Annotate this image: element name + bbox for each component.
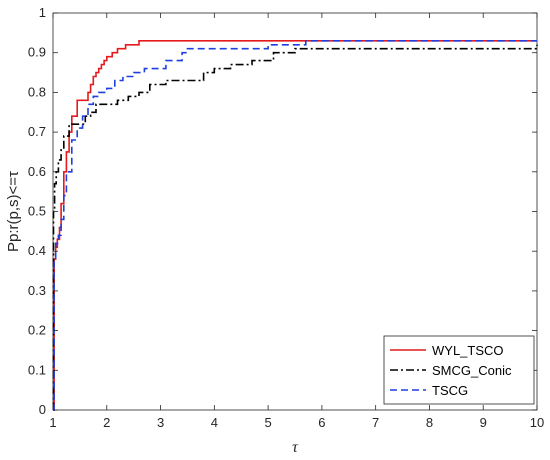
y-tick-label: 0.8 <box>28 84 46 99</box>
legend-entry: WYL_TSCO <box>432 343 504 358</box>
x-axis-label: τ <box>292 439 299 456</box>
x-tick-label: 1 <box>49 415 56 430</box>
y-tick-label: 0.3 <box>28 283 46 298</box>
y-tick-label: 1 <box>39 5 46 20</box>
x-tick-label: 9 <box>480 415 487 430</box>
series-line-tscg <box>53 40 537 411</box>
x-tick-label: 3 <box>157 415 164 430</box>
x-axis-ticks: 1 2 3 4 5 6 7 8 9 10 <box>49 13 544 430</box>
x-tick-label: 6 <box>318 415 325 430</box>
y-tick-label: 0.9 <box>28 45 46 60</box>
y-tick-label: 0 <box>39 402 46 417</box>
plot-area <box>52 12 538 411</box>
x-tick-label: 10 <box>530 415 544 430</box>
series-line-wyl-tsco <box>53 40 537 411</box>
y-axis-ticks: 0 0.1 0.2 0.3 0.4 0.5 0.6 0.7 0.8 0.9 1 <box>28 5 537 417</box>
legend-entry: SMCG_Conic <box>432 363 512 378</box>
legend: WYL_TSCO SMCG_Conic TSCG <box>383 335 535 405</box>
y-tick-label: 0.6 <box>28 164 46 179</box>
y-tick-label: 0.7 <box>28 124 46 139</box>
legend-entry: TSCG <box>432 383 468 398</box>
y-tick-label: 0.2 <box>28 323 46 338</box>
x-tick-label: 2 <box>103 415 110 430</box>
x-tick-label: 4 <box>211 415 218 430</box>
y-tick-label: 0.4 <box>28 243 46 258</box>
y-tick-label: 0.5 <box>28 204 46 219</box>
y-axis-label: Pp:r(p,s)<=τ <box>5 171 22 252</box>
x-tick-label: 7 <box>372 415 379 430</box>
x-tick-label: 8 <box>426 415 433 430</box>
series-line-smcg-conic <box>52 44 538 411</box>
x-tick-label: 5 <box>264 415 271 430</box>
y-tick-label: 0.1 <box>28 362 46 377</box>
